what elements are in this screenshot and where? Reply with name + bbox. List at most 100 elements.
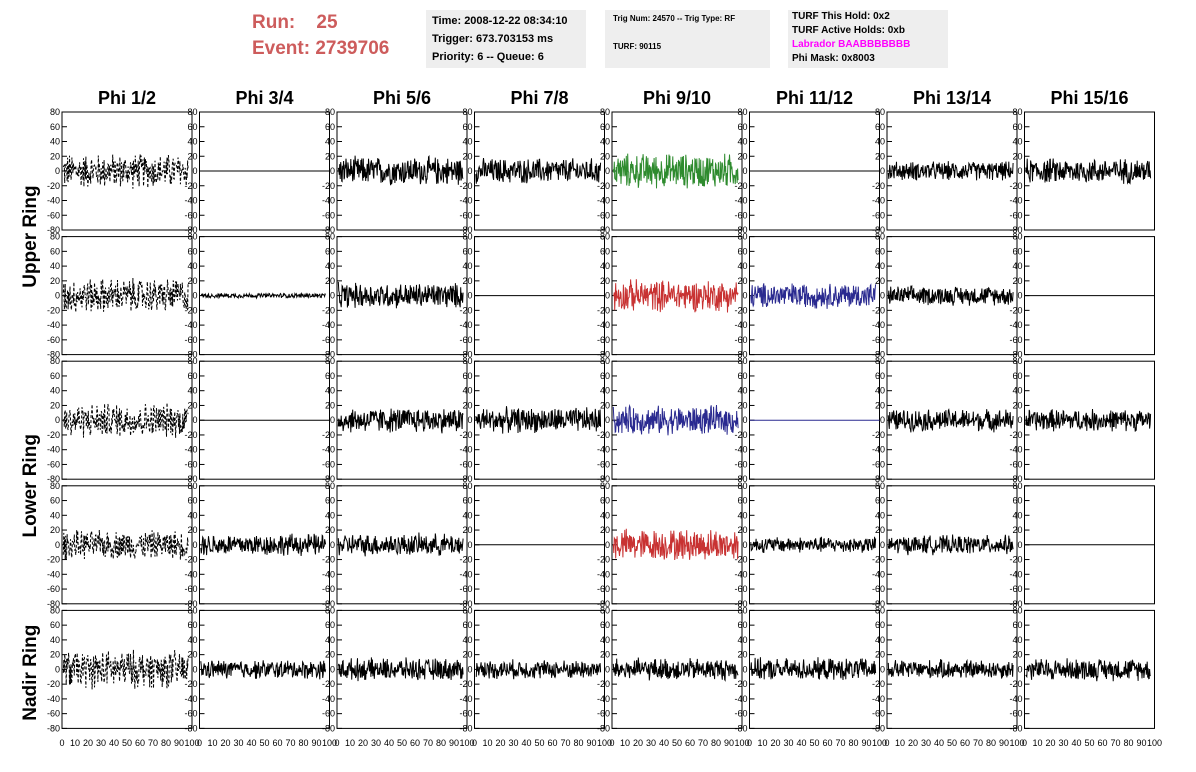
waveform-trace — [750, 657, 877, 681]
y-tick-label: 0 — [742, 540, 747, 550]
y-tick-label: 60 — [50, 371, 60, 381]
y-tick-label: 0 — [192, 540, 197, 550]
x-tick-label: 10 — [207, 738, 217, 748]
waveform-panel: -80 -60 -40 -20 0 20 40 60 80 — [184, 107, 330, 235]
ring-label: Lower Ring — [20, 434, 41, 537]
y-tick-label: -80 — [872, 474, 885, 484]
waveform-trace — [62, 277, 189, 313]
y-tick-label: 40 — [600, 635, 610, 645]
panel-frame — [61, 111, 193, 231]
y-tick-label: 40 — [325, 386, 335, 396]
y-tick-label: -80 — [734, 225, 747, 235]
y-tick-label: -40 — [322, 320, 335, 330]
y-tick-label: -80 — [872, 723, 885, 733]
y-tick-label: 40 — [462, 635, 472, 645]
y-tick-label: 20 — [187, 400, 197, 410]
y-tick-label: 60 — [1012, 496, 1022, 506]
x-tick-label: 80 — [161, 738, 171, 748]
y-tick-label: 20 — [462, 525, 472, 535]
y-tick-label: -60 — [597, 459, 610, 469]
y-tick-label: -40 — [459, 569, 472, 579]
y-tick-label: 20 — [875, 276, 885, 286]
y-tick-label: -20 — [459, 181, 472, 191]
x-tick-label: 80 — [986, 738, 996, 748]
y-tick-label: 0 — [1017, 415, 1022, 425]
column-header: Phi 1/2 — [98, 88, 156, 108]
y-tick-label: -20 — [47, 679, 60, 689]
y-tick-label: 60 — [462, 371, 472, 381]
y-tick-label: 20 — [50, 400, 60, 410]
waveform-panel: -80 -60 -40 -20 0 20 40 60 80 — [597, 481, 743, 609]
y-tick-label: 0 — [1017, 166, 1022, 176]
y-tick-label: -40 — [47, 569, 60, 579]
y-tick-label: 0 — [742, 664, 747, 674]
y-tick-label: -60 — [459, 335, 472, 345]
time-text: Time: 2008-12-22 08:34:10 — [432, 15, 568, 27]
x-tick-label: 40 — [934, 738, 944, 748]
y-tick-label: 40 — [875, 137, 885, 147]
y-tick-label: 80 — [325, 356, 335, 366]
turf-active-holds-text: TURF Active Holds: 0xb — [792, 25, 905, 36]
column-header: Phi 11/12 — [776, 88, 853, 108]
y-tick-label: -20 — [1009, 181, 1022, 191]
y-tick-label: -80 — [184, 225, 197, 235]
y-tick-label: 20 — [187, 276, 197, 286]
x-tick-label: 0 — [1022, 738, 1027, 748]
x-tick-label: 80 — [298, 738, 308, 748]
y-tick-label: -20 — [734, 181, 747, 191]
y-tick-label: 20 — [737, 276, 747, 286]
y-tick-label: -20 — [1009, 555, 1022, 565]
y-tick-label: 20 — [737, 400, 747, 410]
y-tick-label: 40 — [875, 510, 885, 520]
y-tick-label: 80 — [462, 356, 472, 366]
waveform-panel: -80 -60 -40 -20 0 20 40 60 80 — [734, 107, 880, 235]
y-tick-label: -40 — [734, 445, 747, 455]
y-tick-label: -40 — [322, 196, 335, 206]
waveform-trace — [887, 534, 1014, 556]
y-tick-label: -40 — [872, 445, 885, 455]
x-tick-label: 10 — [482, 738, 492, 748]
turf-this-hold-text: TURF This Hold: 0x2 — [792, 11, 890, 22]
y-tick-label: 60 — [50, 122, 60, 132]
y-tick-label: 60 — [875, 620, 885, 630]
y-tick-label: 80 — [50, 481, 60, 491]
y-tick-label: 60 — [875, 122, 885, 132]
y-tick-label: -20 — [1009, 305, 1022, 315]
y-tick-label: -20 — [734, 679, 747, 689]
y-tick-label: 60 — [600, 620, 610, 630]
waveform-trace — [887, 161, 1014, 181]
x-tick-label: 20 — [770, 738, 780, 748]
y-tick-label: 20 — [1012, 650, 1022, 660]
y-tick-label: 60 — [737, 496, 747, 506]
x-tick-label: 0 — [609, 738, 614, 748]
y-tick-label: 20 — [325, 151, 335, 161]
waveform-trace — [475, 158, 602, 184]
y-tick-label: 20 — [187, 525, 197, 535]
y-tick-label: 80 — [462, 605, 472, 615]
x-tick-label: 40 — [1071, 738, 1081, 748]
waveform-panel: -80 -60 -40 -20 0 20 40 60 80 — [734, 481, 880, 609]
y-tick-label: -40 — [322, 694, 335, 704]
y-tick-label: -20 — [1009, 679, 1022, 689]
x-tick-label: 50 — [1084, 738, 1094, 748]
y-tick-label: 60 — [462, 122, 472, 132]
y-tick-label: 60 — [600, 371, 610, 381]
waveform-panel: -80 -60 -40 -20 0 20 40 60 80 — [459, 232, 605, 360]
y-tick-label: 60 — [462, 620, 472, 630]
y-tick-label: -40 — [872, 694, 885, 704]
x-tick-label: 60 — [822, 738, 832, 748]
y-tick-label: 0 — [605, 291, 610, 301]
x-tick-label: 30 — [646, 738, 656, 748]
waveform-panel: -80 -60 -40 -20 0 20 40 60 80 — [597, 232, 743, 360]
y-tick-label: -80 — [597, 474, 610, 484]
x-tick-label: 50 — [122, 738, 132, 748]
y-tick-label: -60 — [459, 584, 472, 594]
y-tick-label: 0 — [605, 540, 610, 550]
y-tick-label: -60 — [734, 709, 747, 719]
y-tick-label: -20 — [47, 430, 60, 440]
y-tick-label: -40 — [322, 445, 335, 455]
y-tick-label: 20 — [187, 151, 197, 161]
y-tick-label: 80 — [875, 605, 885, 615]
x-tick-label: 70 — [148, 738, 158, 748]
x-tick-label: 70 — [698, 738, 708, 748]
